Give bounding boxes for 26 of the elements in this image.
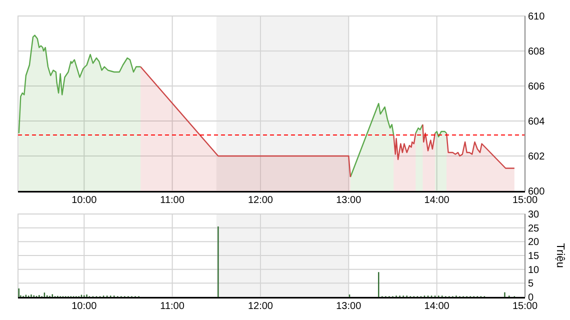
x-tick-label: 10:00 [72,301,98,312]
x-tick-label: 12:00 [248,301,274,312]
x-tick-label: 14:00 [424,195,450,206]
y-tick-label: 604 [528,116,546,128]
y-tick-label: 606 [528,82,546,92]
y-tick-label: 25 [528,223,540,234]
x-tick-label: 10:00 [72,195,98,206]
y-tick-label: 5 [528,278,534,290]
x-tick-label: 14:00 [424,301,450,312]
y-axis-title: Triệu [554,243,566,268]
x-tick-label: 13:00 [336,195,362,206]
x-tick-label: 11:00 [160,301,185,312]
y-tick-label: 602 [528,152,546,162]
y-tick-label: 0 [528,292,534,304]
y-tick-label: 10 [528,264,540,276]
y-tick-label: 30 [528,210,540,220]
x-tick-label: 13:00 [336,301,362,312]
y-tick-label: 15 [528,251,540,262]
x-tick-label: 15:00 [512,195,538,206]
x-tick-label: 11:00 [160,195,185,206]
y-tick-label: 608 [528,46,546,58]
y-tick-label: 20 [528,237,540,248]
x-tick-label: 15:00 [512,301,538,312]
x-tick-label: 12:00 [248,195,274,206]
y-tick-label: 610 [528,12,546,22]
y-tick-label: 600 [528,186,546,198]
